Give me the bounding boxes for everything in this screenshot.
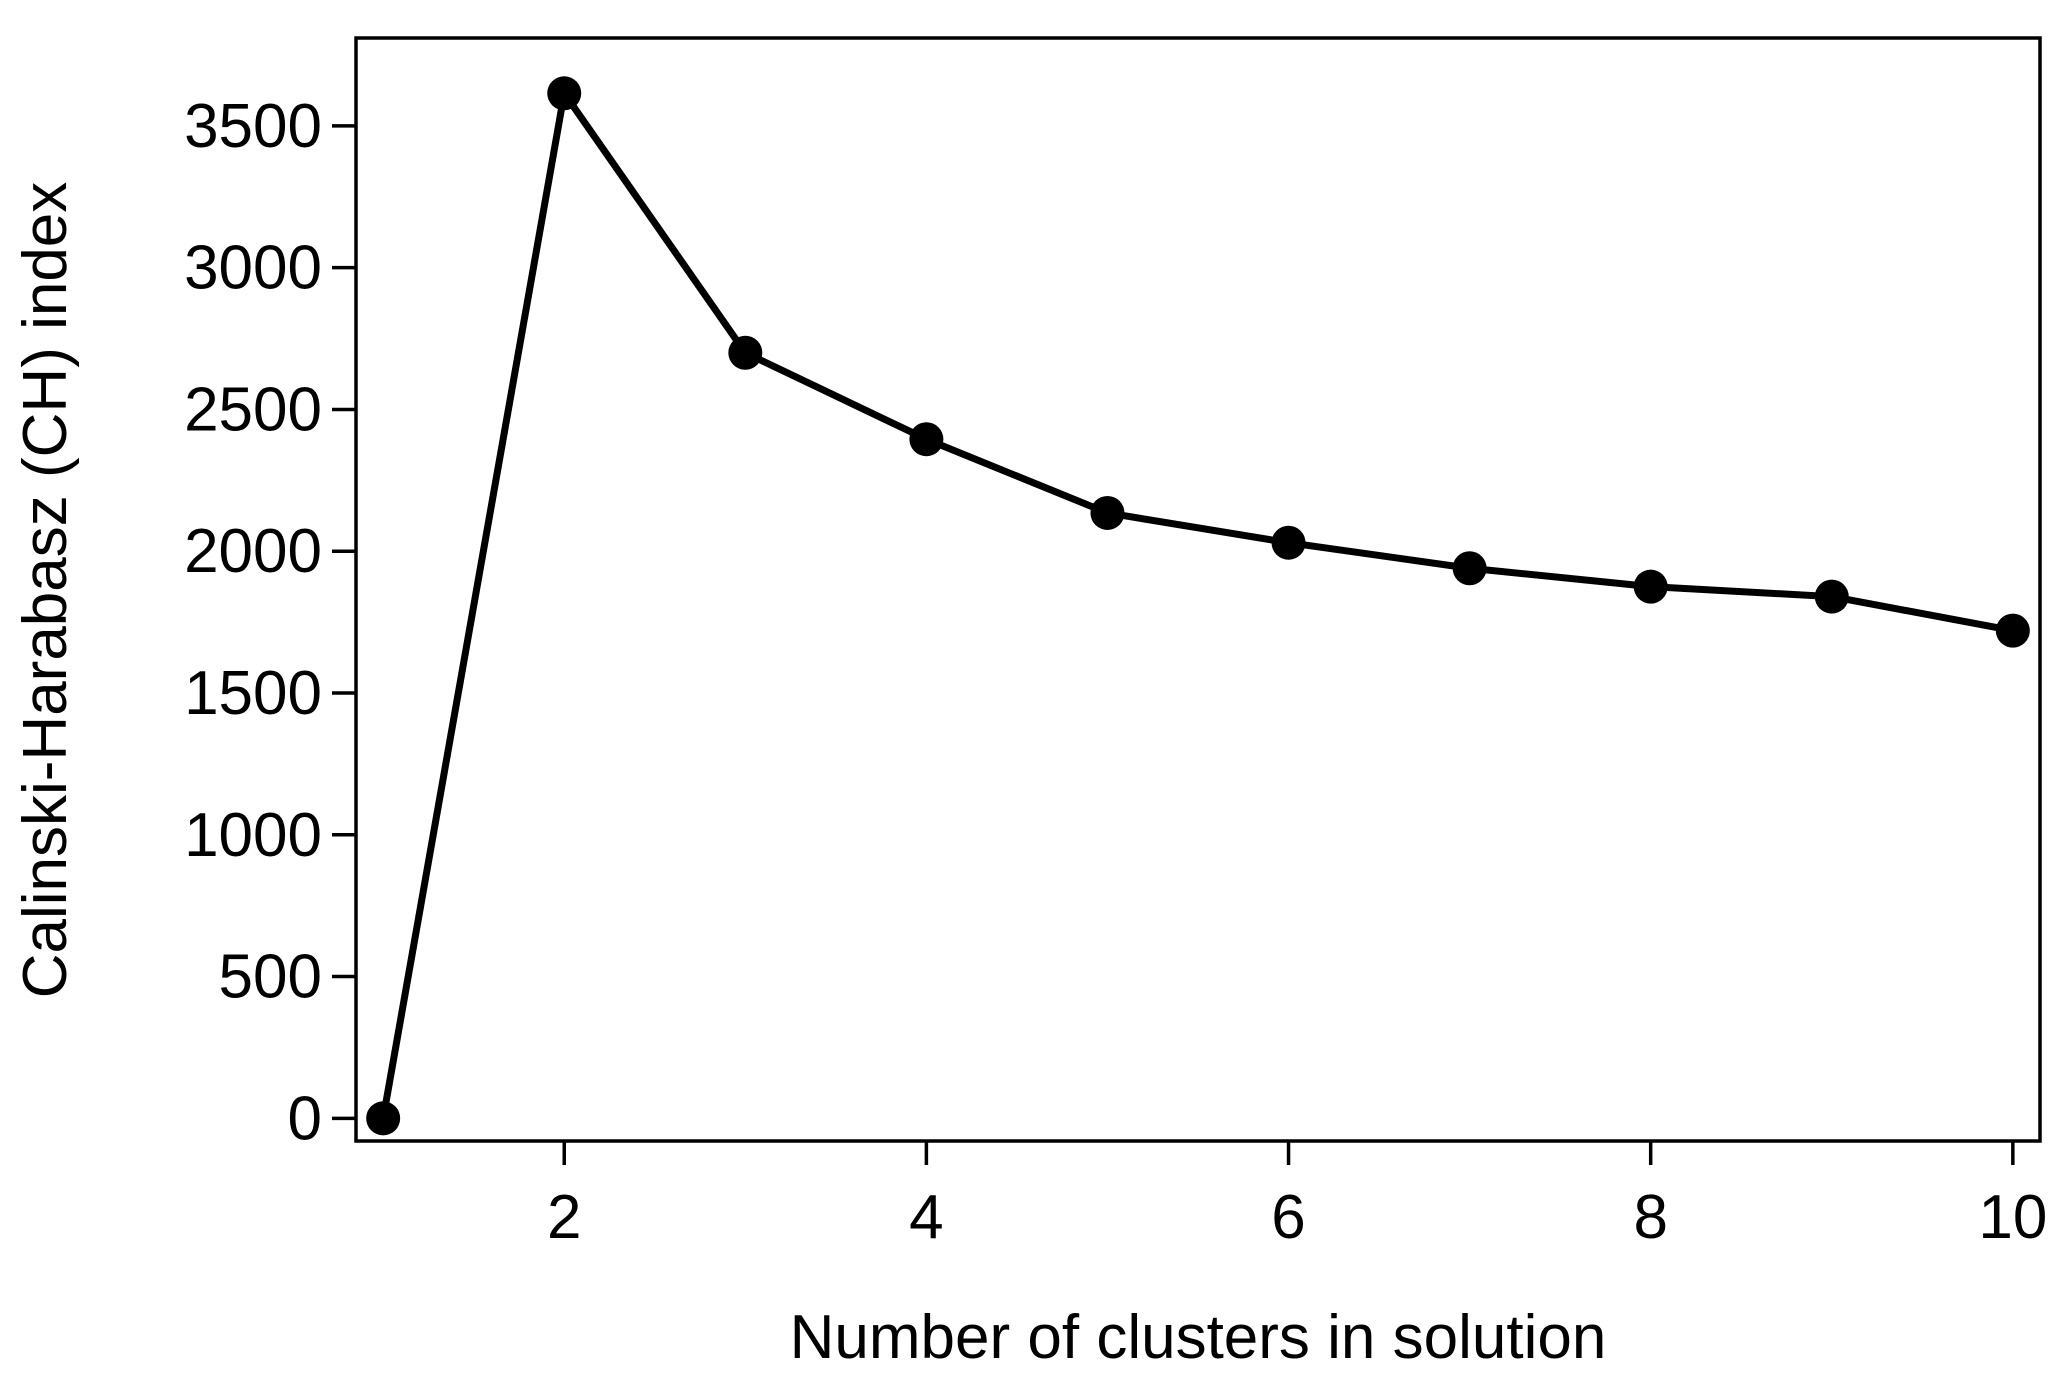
- data-point: [728, 335, 763, 370]
- x-tick-label: 4: [909, 1183, 943, 1252]
- data-point: [1814, 579, 1849, 614]
- x-tick-label: 2: [547, 1183, 581, 1252]
- x-tick-label: 6: [1271, 1183, 1305, 1252]
- y-tick-label: 1500: [184, 659, 322, 728]
- data-point: [909, 422, 944, 457]
- y-axis-label: Calinski-Harabasz (CH) index: [11, 182, 80, 999]
- y-tick-label: 500: [219, 943, 322, 1012]
- data-point: [1271, 525, 1306, 560]
- y-axis-ticks: 0 500 1000 1500 2000 2500 3000 3500: [184, 92, 356, 1153]
- data-point: [1633, 569, 1668, 604]
- x-tick-label: 8: [1633, 1183, 1667, 1252]
- series-group: [366, 76, 2030, 1136]
- series-line: [379, 89, 2014, 1119]
- data-point: [366, 1101, 401, 1136]
- y-tick-label: 3000: [184, 234, 322, 303]
- y-tick-label: 3500: [184, 92, 322, 161]
- y-tick-label: 1000: [184, 801, 322, 870]
- y-tick-label: 0: [288, 1084, 322, 1153]
- x-axis-ticks: 2 4 6 8 10: [547, 1141, 2047, 1252]
- x-tick-label: 10: [1978, 1183, 2047, 1252]
- data-point: [1995, 613, 2030, 648]
- data-point: [547, 76, 582, 111]
- plot-frame: [354, 36, 2042, 1143]
- y-tick-label: 2500: [184, 375, 322, 444]
- data-point: [1090, 495, 1125, 530]
- data-point: [1452, 551, 1487, 586]
- x-axis-label: Number of clusters in solution: [790, 1303, 1607, 1372]
- y-tick-label: 2000: [184, 517, 322, 586]
